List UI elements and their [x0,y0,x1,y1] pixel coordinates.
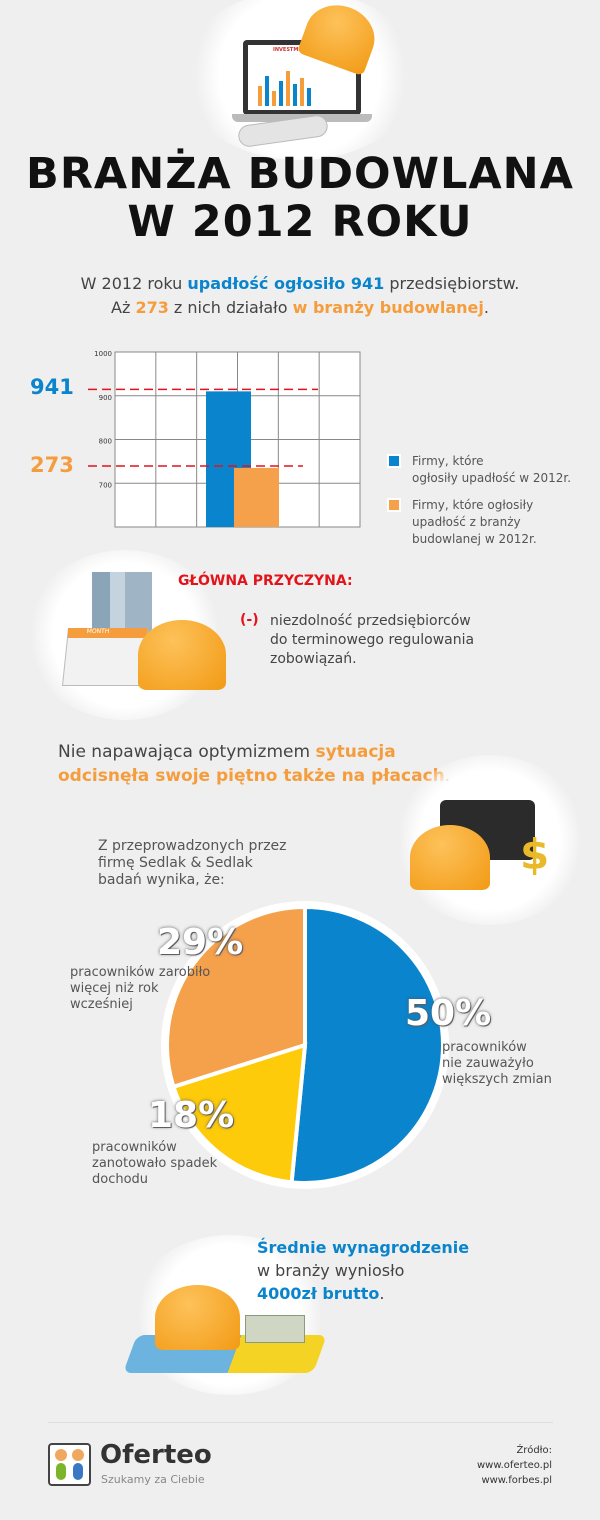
pie-chart [161,901,449,1189]
y-tick-label: 1000 [94,350,112,358]
bar-chart: 1000 900 800 700 [88,350,361,528]
legend-item-all: Firmy, które ogłosiły upadłość w 2012r. [387,453,571,487]
pie-label-29: 29% [157,922,244,963]
legend-swatch-blue [387,454,401,468]
intro-text: W 2012 roku upadłość ogłosiło 941 przeds… [80,274,520,317]
brand-name: Oferteo [100,1440,212,1470]
legend-item-construction: Firmy, które ogłosiły upadłość z branży bu… [387,497,537,548]
callout-273: 273 [30,453,74,477]
salary-text: Średnie wynagrodzenie w branży wyniosło … [257,1238,470,1303]
dollar-icon: $ [520,830,550,879]
money-icon [245,1315,305,1343]
cause-heading: GŁÓWNA PRZYCZYNA: [178,573,353,589]
laptop-screen-label: INVESTMENT [273,47,310,53]
oferteo-logo-icon [48,1443,91,1486]
hard-hat-icon [410,825,490,890]
pie-slice [165,904,307,1090]
callout-941: 941 [30,375,74,399]
brand-tagline: Szukamy za Ciebie [101,1473,205,1486]
page-title: BRANŻA BUDOWLANA W 2012 ROKU [26,149,574,247]
y-tick-label: 700 [99,481,112,489]
y-tick-label: 900 [99,394,112,402]
source-link[interactable]: www.oferteo.pl [476,1460,552,1471]
pie-slice [289,904,445,1185]
cause-marker: (-) [240,612,259,628]
hard-hat-icon [138,620,226,690]
pie-desc-29: pracowników zarobiło więcej niż rok wcześn… [70,965,211,1012]
legend-swatch-orange [387,498,401,512]
calendar-icon: MONTH [61,628,149,686]
pie-slice [170,1042,308,1185]
survey-text: Z przeprowadzonych przez firmę Sedlak & S… [98,838,287,888]
pie-desc-18: pracowników zanotowało spadek dochodu [92,1140,218,1187]
sources: Źródło: www.oferteo.pl www.forbes.pl [476,1445,552,1486]
footer-divider [48,1422,553,1423]
wages-text: Nie napawająca optymizmem sytuacja odcis… [58,742,450,786]
pie-label-18: 18% [148,1095,235,1136]
pie-desc-50: pracowników nie zauważyło większych zmian [442,1040,552,1087]
bar [234,467,279,527]
source-link[interactable]: www.forbes.pl [481,1475,552,1486]
pie-label-50: 50% [405,993,492,1034]
hard-hat-icon [155,1285,240,1350]
cause-text: niezdolność przedsiębiorców do terminoweg… [270,613,475,667]
y-tick-label: 800 [99,438,112,446]
